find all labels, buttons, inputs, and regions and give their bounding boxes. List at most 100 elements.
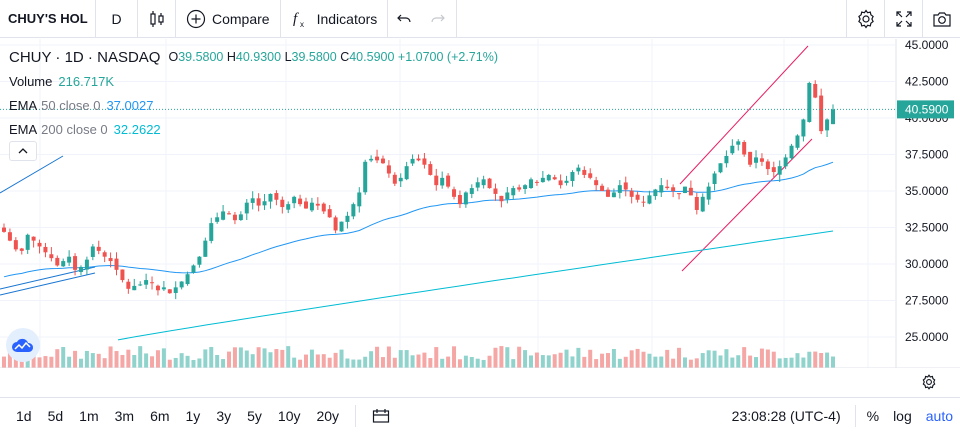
candle-body (73, 256, 78, 270)
compare-label: Compare (212, 10, 270, 27)
auto-scale-toggle[interactable]: auto (925, 407, 953, 424)
trend-line-blue (0, 272, 96, 296)
volume-bar (440, 358, 445, 368)
candle-body (309, 202, 314, 211)
volume-bar (114, 351, 119, 368)
candles-icon (148, 10, 166, 28)
price-tick-label: 35.0000 (905, 184, 949, 198)
volume-bar (659, 356, 664, 368)
range-6m[interactable]: 6m (150, 407, 170, 424)
candle-body (227, 213, 232, 215)
candle-body (457, 195, 462, 205)
candle-body (49, 254, 54, 259)
volume-bar (724, 349, 729, 368)
volume-bar (380, 357, 385, 368)
volume-bar (315, 354, 320, 368)
tradingview-logo[interactable] (6, 328, 40, 362)
legend-collapse-button[interactable] (9, 141, 37, 161)
volume-bar (191, 359, 196, 368)
volume-bar (446, 356, 451, 368)
volume-bar (61, 347, 66, 368)
symbol-search-button[interactable]: CHUY'S HOL (0, 0, 96, 38)
candle-body (114, 258, 119, 270)
interval-button[interactable]: D (96, 0, 138, 38)
candle-body (398, 177, 403, 182)
range-3m[interactable]: 3m (114, 407, 135, 424)
candle-body (813, 83, 818, 98)
candle-body (25, 234, 30, 250)
fullscreen-button[interactable] (884, 0, 922, 38)
candle-body (742, 142, 747, 155)
candle-body (369, 158, 374, 161)
screenshot-button[interactable] (922, 0, 960, 38)
redo-icon (430, 11, 446, 27)
range-1y[interactable]: 1y (185, 407, 201, 424)
candle-body (505, 192, 510, 200)
undo-icon (396, 11, 412, 27)
log-scale-toggle[interactable]: log (893, 407, 912, 424)
undo-button[interactable] (388, 0, 420, 38)
volume-bar (256, 347, 261, 368)
candle-body (730, 145, 735, 154)
volume-bar (262, 348, 267, 368)
candle-body (78, 266, 83, 272)
volume-bar (600, 353, 605, 368)
volume-bar (635, 348, 640, 368)
go-to-date-button[interactable] (364, 398, 398, 433)
candle-body (150, 282, 155, 284)
volume-bar (327, 357, 332, 368)
candle-body (209, 223, 214, 241)
candles (2, 80, 835, 300)
candle-body (375, 156, 380, 161)
volume-bar (813, 351, 818, 368)
ema200-legend-row[interactable]: EMA 200 close 0 32.2622 (9, 117, 498, 141)
candle-body (274, 193, 279, 200)
candle-body (363, 161, 368, 193)
volume-legend-row[interactable]: Volume 216.717K (9, 69, 498, 93)
volume-bar (825, 352, 830, 368)
fullscreen-icon (895, 10, 913, 28)
volume-bar (819, 352, 824, 368)
range-5y[interactable]: 5y (247, 407, 262, 424)
compare-button[interactable]: Compare (176, 0, 281, 38)
volume-bar (422, 352, 427, 368)
candle-body (765, 161, 770, 170)
range-1d[interactable]: 1d (16, 407, 32, 424)
clock-timezone[interactable]: 23:08:28 (UTC-4) (731, 407, 841, 424)
candle-body (688, 187, 693, 196)
volume-bar (588, 349, 593, 368)
candle-body (641, 201, 646, 203)
volume-bar (789, 357, 794, 368)
candle-body (351, 204, 356, 217)
chart-type-button[interactable] (138, 0, 176, 38)
price-chart[interactable]: 25.0000 27.5000 30.0000 32.5000 35.0000 37.50… (0, 39, 960, 368)
candle-body (84, 259, 89, 270)
candle-body (523, 185, 528, 189)
settings-button[interactable] (846, 0, 884, 38)
candle-body (718, 163, 723, 173)
volume-bar (333, 352, 338, 368)
ema200-label: EMA (9, 121, 38, 137)
ema50-line (3, 161, 834, 278)
redo-button[interactable] (420, 0, 458, 38)
volume-bar (801, 357, 806, 368)
range-10y[interactable]: 10y (277, 407, 301, 424)
volume-bar (351, 359, 356, 368)
range-5d[interactable]: 5d (47, 407, 64, 424)
candle-body (315, 203, 320, 206)
range-1m[interactable]: 1m (79, 407, 99, 424)
candle-body (90, 246, 95, 257)
candle-body (529, 179, 534, 189)
ema50-value: 37.0027 (106, 97, 154, 113)
range-3y[interactable]: 3y (216, 407, 232, 424)
volume-bar (49, 356, 54, 368)
gear-icon (856, 8, 876, 29)
chart-pane[interactable]: 25.0000 27.5000 30.0000 32.5000 35.0000 37.50… (0, 39, 960, 368)
axis-settings-button[interactable] (918, 371, 940, 393)
symbol-legend-row[interactable]: CHUY · 1D · NASDAQ O39.5800 H40.9300 L39… (9, 45, 498, 69)
candle-body (244, 202, 249, 214)
percent-scale-toggle[interactable]: % (866, 407, 880, 424)
ema50-legend-row[interactable]: EMA 50 close 0 37.0027 (9, 93, 498, 117)
range-20y[interactable]: 20y (316, 407, 340, 424)
